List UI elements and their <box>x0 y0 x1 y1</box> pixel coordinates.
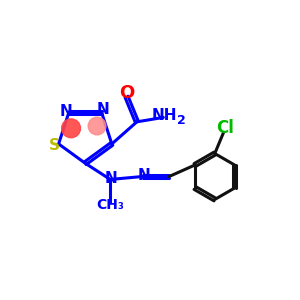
Text: O: O <box>119 84 134 102</box>
Text: N: N <box>137 168 150 183</box>
Circle shape <box>61 119 80 138</box>
Text: Cl: Cl <box>216 119 234 137</box>
Circle shape <box>88 117 106 135</box>
Text: S: S <box>49 138 60 153</box>
Text: 2: 2 <box>177 115 186 128</box>
Text: N: N <box>105 171 118 186</box>
Text: CH₃: CH₃ <box>96 198 124 212</box>
Text: NH: NH <box>152 108 178 123</box>
Text: N: N <box>97 102 110 117</box>
Text: N: N <box>59 104 72 119</box>
